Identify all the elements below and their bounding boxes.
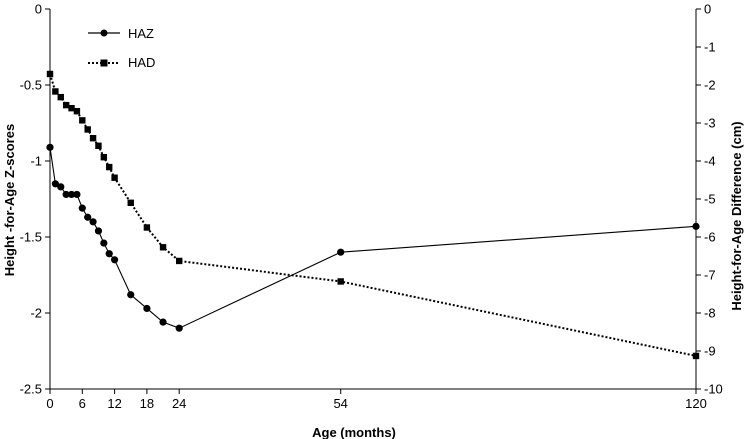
data-point-had <box>84 126 91 133</box>
right-tick-label: -3 <box>704 116 716 131</box>
data-point-had <box>62 101 70 109</box>
right-tick-label: -1 <box>704 40 716 55</box>
data-point-had <box>46 70 54 78</box>
right-tick-label: -7 <box>704 268 716 283</box>
right-tick-label: -8 <box>704 306 716 321</box>
right-axis-title: Height-for-Age Difference (cm) <box>729 121 744 310</box>
data-point-haz <box>84 213 92 221</box>
series-line-had <box>49 73 697 357</box>
right-tick-label: -5 <box>704 192 716 207</box>
x-tick-label: 54 <box>333 396 347 411</box>
right-tick-label: -9 <box>704 344 716 359</box>
data-point-haz <box>127 291 135 299</box>
left-axis-title: Height -for-Age Z-scores <box>2 124 17 276</box>
left-tick-label: 0 <box>35 2 42 17</box>
data-point-had <box>73 108 81 115</box>
data-point-haz <box>89 218 97 226</box>
data-point-had <box>89 135 97 142</box>
data-point-haz <box>73 190 81 199</box>
right-tick-label: -6 <box>704 230 716 245</box>
data-point-had <box>143 224 151 231</box>
data-point-haz <box>78 204 86 212</box>
x-axis-ticks: 0 6 12 18 24 54 120 <box>46 389 707 411</box>
data-point-haz <box>94 227 103 235</box>
data-point-had <box>79 117 86 124</box>
legend-item-haz: HAZ <box>88 26 154 41</box>
left-axis-ticks: 0 -0.5 -1 -1.5 -2 -2.5 <box>20 2 50 397</box>
series-haz <box>46 143 700 332</box>
left-tick-label: -0.5 <box>20 78 42 93</box>
right-axis-ticks: 0 -1 -2 -3 -4 -5 -6 -7 -8 -9 -10 <box>696 2 723 397</box>
x-tick-label: 24 <box>172 396 186 411</box>
data-point-haz <box>159 318 167 326</box>
legend-label-haz: HAZ <box>128 26 154 41</box>
data-point-had <box>106 163 113 171</box>
right-tick-label: -2 <box>704 78 716 93</box>
data-point-had <box>176 257 183 265</box>
data-point-had <box>95 142 102 149</box>
data-point-haz <box>57 183 65 191</box>
data-point-had <box>100 154 108 161</box>
x-axis-title: Age (months) <box>312 425 396 439</box>
series-had <box>46 70 700 360</box>
data-point-had <box>159 244 167 251</box>
right-tick-label: -10 <box>704 382 723 397</box>
legend-label-had: HAD <box>128 55 155 70</box>
data-point-haz <box>100 239 108 247</box>
left-tick-label: -2 <box>30 306 42 321</box>
x-tick-label: 18 <box>140 396 154 411</box>
data-point-haz <box>46 143 54 151</box>
right-tick-label: 0 <box>704 2 711 17</box>
legend-item-had: HAD <box>88 55 155 70</box>
legend: HAZ HAD <box>88 26 155 70</box>
data-point-had <box>68 104 75 112</box>
data-point-haz <box>143 304 151 313</box>
x-tick-label: 12 <box>107 396 121 411</box>
data-point-had <box>57 93 64 101</box>
data-point-haz <box>692 222 700 230</box>
data-point-had <box>337 278 344 285</box>
data-point-haz <box>337 248 345 256</box>
data-point-haz <box>105 250 113 258</box>
data-point-haz <box>62 190 70 199</box>
data-point-had <box>692 352 700 360</box>
data-point-haz <box>111 256 119 264</box>
data-point-haz <box>67 190 76 199</box>
x-tick-label: 0 <box>46 396 53 411</box>
series-layer <box>46 70 700 360</box>
data-point-haz <box>51 180 59 188</box>
data-point-had <box>52 88 59 95</box>
data-point-had <box>111 174 118 181</box>
series-line-haz <box>49 147 697 329</box>
data-point-haz <box>175 324 183 332</box>
right-tick-label: -4 <box>704 154 716 169</box>
x-tick-label: 120 <box>685 396 707 411</box>
left-tick-label: -1.5 <box>20 230 42 245</box>
left-tick-label: -2.5 <box>20 382 42 397</box>
x-tick-label: 6 <box>79 396 86 411</box>
data-point-had <box>127 199 134 206</box>
left-tick-label: -1 <box>30 154 42 169</box>
